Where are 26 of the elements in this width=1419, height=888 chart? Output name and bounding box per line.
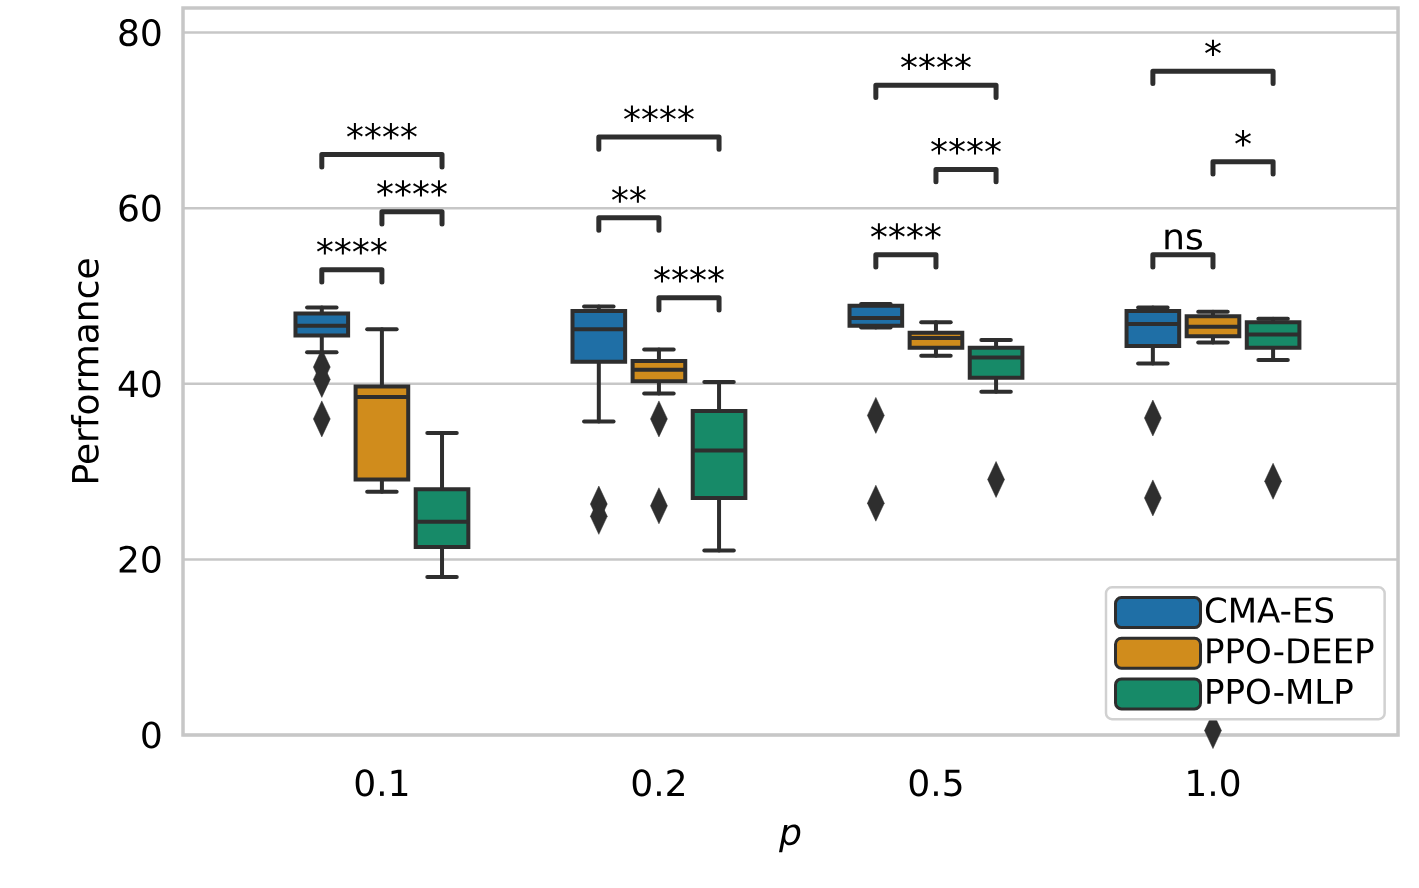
x-tick-label: 0.5: [909, 769, 962, 797]
annotation: **: [611, 186, 646, 203]
annotation: ****: [870, 223, 941, 240]
annotation: *: [1205, 39, 1221, 57]
annotation: ****: [654, 266, 724, 283]
y-tick-label: 0: [142, 721, 161, 749]
annotation: ****: [346, 123, 417, 140]
annotation: ns: [1165, 229, 1202, 250]
y-tick-label: 20: [119, 545, 161, 573]
y-tick-label: 40: [118, 370, 161, 398]
annotation: *: [1235, 130, 1251, 147]
annotation: ****: [316, 238, 387, 255]
x-tick-label: 0.1: [355, 769, 408, 797]
annotation: ****: [377, 180, 447, 197]
legend-label: CMA-ES: [1205, 597, 1334, 624]
x-tick-label: 1.0: [1188, 769, 1240, 797]
annotation: ****: [901, 53, 971, 71]
x-axis-title: p: [778, 824, 801, 853]
y-tick-label: 60: [119, 194, 161, 222]
legend-label: PPO-DEEP: [1207, 637, 1374, 664]
annotation: ****: [624, 105, 694, 122]
x-tick-label: 0.2: [632, 769, 684, 797]
y-tick-label: 80: [119, 18, 161, 47]
annotation: ****: [931, 138, 1001, 155]
legend-label: PPO-MLP: [1207, 678, 1353, 705]
y-axis-title: Performance: [70, 259, 99, 483]
